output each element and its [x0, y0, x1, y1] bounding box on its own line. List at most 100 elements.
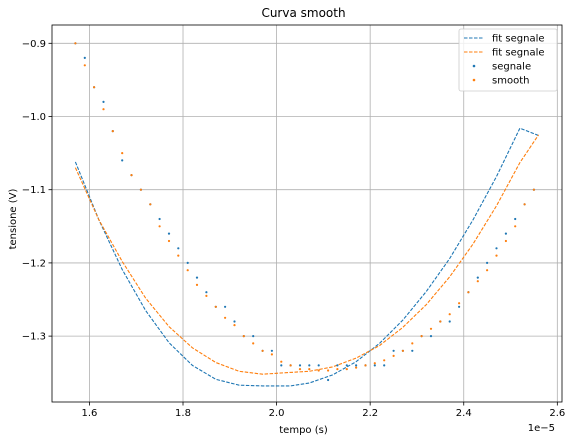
segnale-point — [383, 364, 386, 367]
smooth-point — [308, 368, 311, 371]
segnale-point — [486, 261, 489, 264]
segnale-point — [270, 349, 273, 352]
smooth-point — [336, 368, 339, 371]
smooth-point — [355, 366, 358, 369]
segnale-point — [514, 217, 517, 221]
smooth-point — [121, 152, 124, 155]
smooth-point — [139, 188, 142, 191]
segnale-point — [280, 364, 283, 367]
smooth-point — [392, 354, 395, 357]
segnale-point — [458, 305, 461, 308]
grid-lines — [52, 25, 562, 402]
y-tick-label: −1.1 — [22, 185, 46, 196]
smooth-point — [233, 324, 236, 327]
smooth-point — [504, 239, 507, 243]
segnale-point — [195, 276, 199, 279]
smooth-point — [224, 316, 227, 319]
segnale-point — [308, 364, 311, 367]
smooth-point — [532, 188, 536, 191]
smooth-point — [195, 283, 199, 286]
segnale-point — [345, 364, 348, 367]
smooth-point — [167, 239, 171, 243]
segnale-point — [476, 276, 479, 279]
y-tick-label: −1.2 — [22, 258, 46, 269]
smooth-point — [327, 369, 330, 372]
segnale-point — [252, 335, 255, 338]
smooth-point — [523, 203, 526, 206]
smooth-point — [495, 254, 498, 257]
smooth-point — [401, 349, 404, 352]
smooth-point — [158, 225, 161, 228]
segnale-point — [495, 247, 498, 250]
y-axis-label: tensione (V) — [8, 188, 19, 249]
fit-curves — [74, 127, 540, 387]
segnale-point — [504, 232, 507, 235]
segnale-point — [224, 305, 227, 308]
segnale-point — [102, 100, 105, 103]
segnale-point — [167, 232, 171, 235]
smooth-point — [298, 368, 302, 371]
smooth-point — [252, 342, 255, 345]
segnale-point — [186, 261, 189, 264]
x-tick-label: 2.0 — [269, 408, 285, 419]
smooth-point — [383, 359, 386, 362]
segnale-point — [429, 335, 433, 338]
smooth-point — [429, 327, 433, 330]
legend: fit segnale fit segnale segnale smooth — [458, 28, 558, 92]
smooth-point — [439, 320, 442, 323]
segnale-point — [448, 320, 451, 323]
segnale-point — [121, 159, 124, 162]
data-points — [74, 42, 536, 382]
legend-point-swatch — [472, 64, 476, 68]
legend-label: segnale — [492, 62, 531, 73]
segnale-point — [373, 364, 376, 367]
smooth-point — [280, 360, 283, 363]
fit-line-0 — [74, 127, 539, 387]
segnale-point — [298, 364, 302, 367]
fit-line-1 — [74, 134, 540, 375]
x-tick-label: 2.4 — [456, 408, 472, 419]
smooth-point — [270, 353, 273, 356]
smooth-point — [102, 108, 105, 111]
y-axis-ticks: −0.9 −1.0 −1.1 −1.2 −1.3 — [22, 39, 52, 343]
smooth-point — [476, 280, 479, 283]
y-tick-label: −1.0 — [22, 112, 46, 123]
legend-label: fit segnale — [492, 34, 545, 45]
smooth-point — [186, 269, 189, 272]
chart-title: Curva smooth — [261, 6, 345, 20]
segnale-point — [392, 349, 395, 352]
segnale-point — [411, 349, 414, 352]
x-tick-label: 2.2 — [362, 408, 378, 419]
smooth-point — [214, 305, 217, 308]
smooth-point — [317, 369, 320, 372]
smooth-point — [411, 342, 414, 345]
plot-area-frame — [51, 24, 563, 403]
smooth-point — [242, 335, 245, 338]
legend-label: fit segnale — [492, 48, 545, 59]
segnale-point — [327, 378, 330, 382]
segnale-point — [177, 247, 180, 250]
x-tick-label: 1.6 — [81, 408, 97, 419]
smooth-point — [458, 302, 461, 305]
segnale-point — [355, 364, 358, 367]
smooth-point — [205, 294, 208, 297]
segnale-point — [233, 320, 236, 323]
smooth-point — [111, 130, 114, 133]
legend-box — [458, 28, 558, 92]
legend-label: smooth — [492, 76, 529, 87]
smooth-point — [149, 203, 152, 206]
y-tick-label: −0.9 — [22, 39, 46, 50]
smooth-point — [486, 269, 489, 272]
smooth-point — [514, 225, 517, 228]
y-tick-label: −1.3 — [22, 332, 46, 343]
x-axis-label: tempo (s) — [279, 425, 328, 436]
smooth-point — [289, 364, 292, 367]
smooth-point — [364, 364, 367, 367]
smooth-point — [83, 64, 86, 67]
smooth-point — [261, 349, 264, 352]
smooth-point — [448, 313, 451, 316]
x-axis-offset-label: 1e−5 — [528, 423, 555, 434]
x-axis-ticks: 1.6 1.8 2.0 2.2 2.4 2.6 — [81, 402, 565, 419]
smooth-point — [177, 254, 180, 257]
